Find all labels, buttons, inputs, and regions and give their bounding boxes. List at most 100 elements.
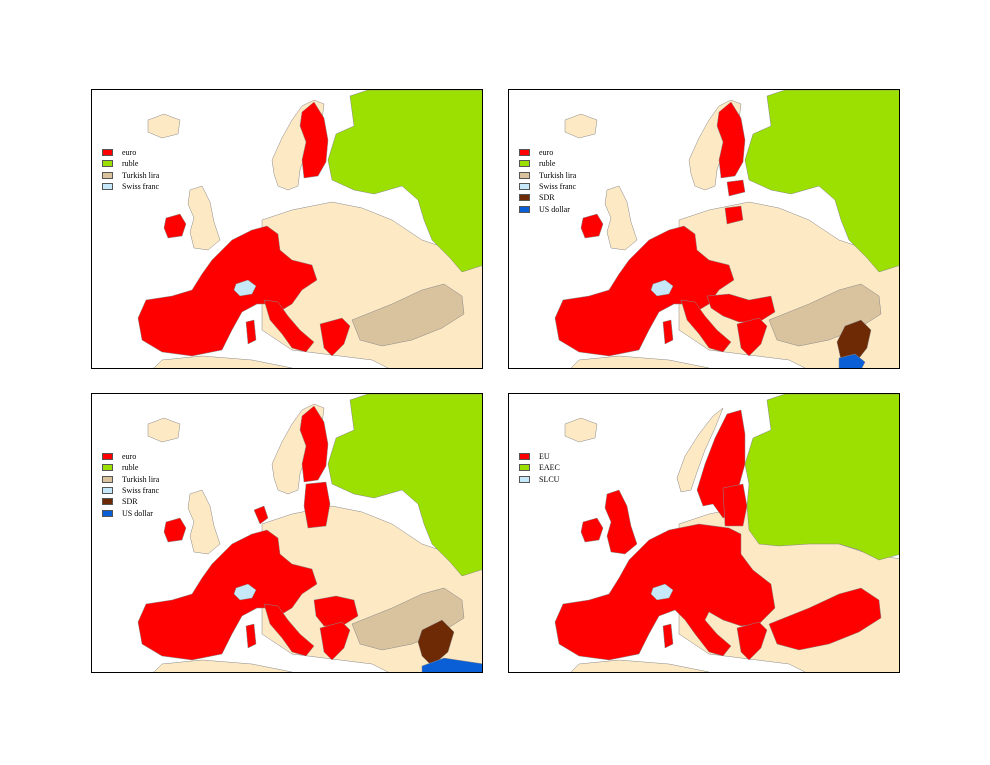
legend-label: SDR: [539, 193, 555, 203]
baltic-state: [724, 205, 744, 225]
north-africa: [570, 659, 710, 672]
switzerland: [233, 583, 257, 601]
legend-item: US dollar: [102, 507, 159, 518]
euro-area: [554, 101, 776, 357]
legend-label: SDR: [122, 497, 138, 507]
legend-1: euro ruble Turkish lira Swiss franc: [102, 147, 159, 192]
europe-map-3: [137, 394, 482, 672]
legend-swatch: [102, 464, 113, 472]
switzerland: [650, 279, 674, 297]
legend-swatch: [102, 149, 113, 157]
italy: [263, 603, 315, 657]
sdr-region: [417, 619, 455, 667]
greece: [319, 317, 351, 357]
legend-label: EU: [539, 452, 550, 462]
legend-swatch: [102, 171, 113, 179]
balkans: [313, 595, 359, 627]
legend-label: Swiss franc: [539, 182, 577, 192]
europe-map-4: [554, 394, 899, 672]
great-britain: [604, 489, 638, 555]
legend-item: Turkish lira: [102, 170, 159, 181]
us-dollar-region: [421, 657, 482, 672]
iceland: [147, 417, 181, 443]
greece: [736, 317, 768, 357]
finland: [299, 101, 329, 179]
legend-swatch: [519, 475, 530, 483]
great-britain: [187, 185, 221, 251]
baltic-states: [303, 481, 331, 529]
legend-label: Turkish lira: [539, 170, 577, 180]
legend-item: SDR: [102, 496, 159, 507]
legend-swatch: [519, 453, 530, 461]
legend-swatch: [102, 453, 113, 461]
legend-label: ruble: [122, 463, 139, 473]
russia: [327, 394, 482, 577]
legend-item: euro: [102, 451, 159, 462]
legend-item: Turkish lira: [519, 170, 576, 181]
euro-area: [137, 101, 351, 357]
italy: [680, 299, 732, 353]
greece: [736, 621, 768, 661]
legend-item: ruble: [519, 158, 576, 169]
legend-swatch: [519, 205, 530, 213]
legend-swatch: [519, 183, 530, 191]
sardinia: [245, 623, 257, 649]
legend-label: ruble: [539, 159, 556, 169]
legend-item: euro: [519, 147, 576, 158]
north-africa: [153, 355, 293, 368]
legend-swatch: [102, 487, 113, 495]
great-britain: [604, 185, 638, 251]
turkey: [351, 283, 465, 347]
europe-map-1: [137, 90, 482, 368]
greece: [319, 621, 351, 661]
finland: [716, 101, 746, 179]
legend-swatch: [102, 509, 113, 517]
iceland: [147, 113, 181, 139]
legend-item: Swiss franc: [519, 181, 576, 192]
russia: [327, 90, 482, 273]
turkey: [351, 587, 465, 651]
legend-label: EAEC: [539, 463, 560, 473]
legend-label: Swiss franc: [122, 486, 160, 496]
legend-item: ruble: [102, 158, 159, 169]
legend-item: Swiss franc: [102, 181, 159, 192]
balkans: [706, 293, 776, 323]
legend-swatch: [519, 171, 530, 179]
great-britain: [187, 489, 221, 555]
sdr-region: [836, 319, 872, 367]
denmark: [253, 505, 269, 525]
north-africa: [153, 659, 293, 672]
legend-swatch: [102, 498, 113, 506]
sardinia: [662, 319, 674, 345]
eaec-region: [744, 394, 899, 561]
ireland: [163, 517, 187, 543]
legend-item: SLCU: [519, 474, 560, 485]
switzerland: [650, 583, 674, 601]
map-panel-2: euro ruble Turkish lira Swiss franc SDR …: [508, 89, 900, 369]
legend-item: EAEC: [519, 462, 560, 473]
turkey: [768, 283, 882, 347]
iceland: [564, 417, 598, 443]
ireland: [580, 517, 604, 543]
sardinia: [662, 623, 674, 649]
italy: [263, 299, 315, 353]
legend-4: EU EAEC SLCU: [519, 451, 560, 485]
north-africa: [570, 355, 710, 368]
iceland: [564, 113, 598, 139]
legend-item: US dollar: [519, 203, 576, 214]
euro-area: [137, 405, 359, 661]
turkey: [768, 587, 882, 651]
western-continent: [137, 529, 318, 661]
baltic-states: [722, 483, 748, 527]
western-continent: [137, 225, 318, 357]
europe-map-2: [554, 90, 899, 368]
legend-label: Turkish lira: [122, 474, 160, 484]
legend-item: Swiss franc: [102, 485, 159, 496]
legend-3: euro ruble Turkish lira Swiss franc SDR …: [102, 451, 159, 519]
legend-label: SLCU: [539, 474, 560, 484]
ireland: [580, 213, 604, 239]
legend-2: euro ruble Turkish lira Swiss franc SDR …: [519, 147, 576, 215]
map-panel-3: euro ruble Turkish lira Swiss franc SDR …: [91, 393, 483, 673]
legend-item: Turkish lira: [102, 474, 159, 485]
us-dollar-region: [838, 353, 866, 368]
